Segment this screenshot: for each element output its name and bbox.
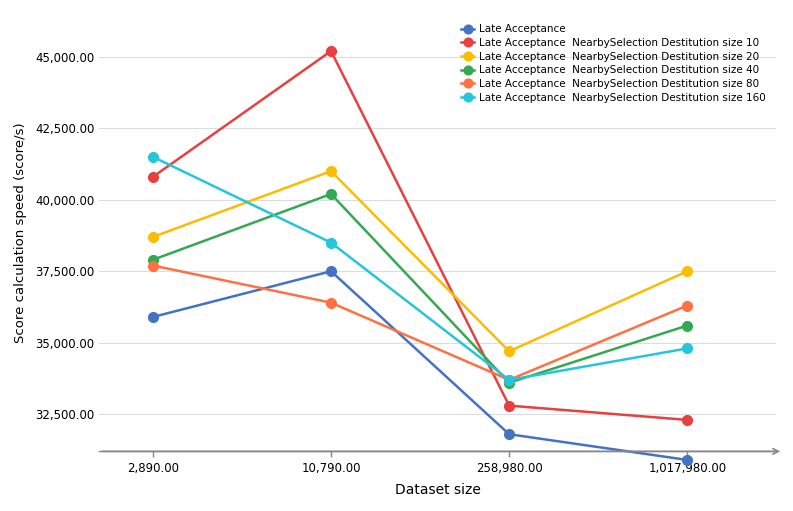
Y-axis label: Score calculation speed (score/s): Score calculation speed (score/s) bbox=[14, 122, 27, 343]
Late Acceptance  NearbySelection Destitution size 10 bbox=[326, 48, 335, 54]
Late Acceptance  NearbySelection Destitution size 160 bbox=[683, 345, 692, 352]
Late Acceptance  NearbySelection Destitution size 40 bbox=[326, 191, 335, 197]
Line: Late Acceptance  NearbySelection Destitution size 80: Late Acceptance NearbySelection Destitut… bbox=[148, 261, 692, 385]
Line: Late Acceptance  NearbySelection Destitution size 20: Late Acceptance NearbySelection Destitut… bbox=[148, 166, 692, 356]
Legend: Late Acceptance, Late Acceptance  NearbySelection Destitution size 10, Late Acce: Late Acceptance, Late Acceptance NearbyS… bbox=[456, 19, 771, 108]
Late Acceptance bbox=[683, 457, 692, 463]
Late Acceptance  NearbySelection Destitution size 10 bbox=[504, 403, 514, 409]
Late Acceptance  NearbySelection Destitution size 40 bbox=[504, 380, 514, 386]
Line: Late Acceptance  NearbySelection Destitution size 160: Late Acceptance NearbySelection Destitut… bbox=[148, 152, 692, 385]
Late Acceptance  NearbySelection Destitution size 10 bbox=[683, 417, 692, 423]
Late Acceptance  NearbySelection Destitution size 80 bbox=[504, 377, 514, 383]
Late Acceptance  NearbySelection Destitution size 80 bbox=[326, 299, 335, 306]
Late Acceptance bbox=[148, 314, 158, 320]
Late Acceptance  NearbySelection Destitution size 40 bbox=[148, 257, 158, 263]
Line: Late Acceptance  NearbySelection Destitution size 40: Late Acceptance NearbySelection Destitut… bbox=[148, 189, 692, 388]
Late Acceptance  NearbySelection Destitution size 20 bbox=[683, 268, 692, 274]
Late Acceptance bbox=[504, 431, 514, 437]
Late Acceptance  NearbySelection Destitution size 160 bbox=[148, 154, 158, 160]
Late Acceptance  NearbySelection Destitution size 10 bbox=[148, 174, 158, 180]
Late Acceptance  NearbySelection Destitution size 20 bbox=[326, 168, 335, 174]
Late Acceptance  NearbySelection Destitution size 20 bbox=[148, 234, 158, 240]
X-axis label: Dataset size: Dataset size bbox=[395, 483, 481, 497]
Line: Late Acceptance  NearbySelection Destitution size 10: Late Acceptance NearbySelection Destitut… bbox=[148, 46, 692, 425]
Late Acceptance  NearbySelection Destitution size 160 bbox=[326, 240, 335, 246]
Late Acceptance  NearbySelection Destitution size 80 bbox=[683, 303, 692, 309]
Line: Late Acceptance: Late Acceptance bbox=[148, 266, 692, 465]
Late Acceptance  NearbySelection Destitution size 20 bbox=[504, 348, 514, 354]
Late Acceptance  NearbySelection Destitution size 80 bbox=[148, 263, 158, 269]
Late Acceptance bbox=[326, 268, 335, 274]
Late Acceptance  NearbySelection Destitution size 40 bbox=[683, 322, 692, 329]
Late Acceptance  NearbySelection Destitution size 160 bbox=[504, 377, 514, 383]
